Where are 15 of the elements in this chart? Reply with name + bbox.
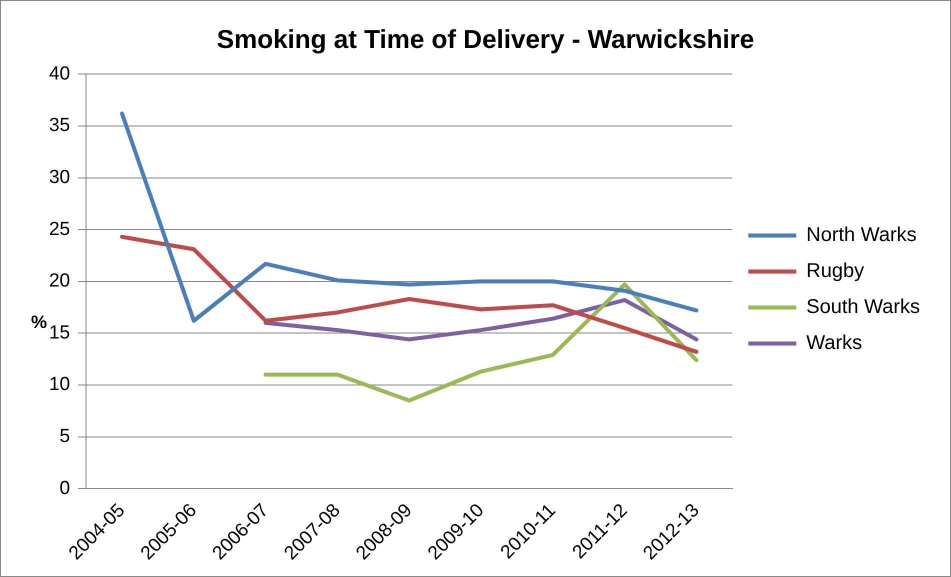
legend-label: Rugby <box>806 260 864 282</box>
y-tick-label: 35 <box>48 115 70 136</box>
y-tick-label: 40 <box>48 63 70 84</box>
y-tick-label: 30 <box>48 167 70 188</box>
y-tick-label: 0 <box>60 478 70 499</box>
chart-title: Smoking at Time of Delivery - Warwickshire <box>216 24 754 54</box>
y-tick-label: 25 <box>48 218 70 240</box>
legend-label: South Warks <box>806 296 920 318</box>
y-tick-label: 5 <box>60 426 70 448</box>
legend-label: North Warks <box>806 224 917 246</box>
y-tick-label: 20 <box>48 270 70 292</box>
legend-label: Warks <box>806 332 862 354</box>
y-axis-title: % <box>30 312 48 332</box>
y-tick-label: 10 <box>48 374 70 396</box>
y-tick-label: 15 <box>48 322 70 344</box>
